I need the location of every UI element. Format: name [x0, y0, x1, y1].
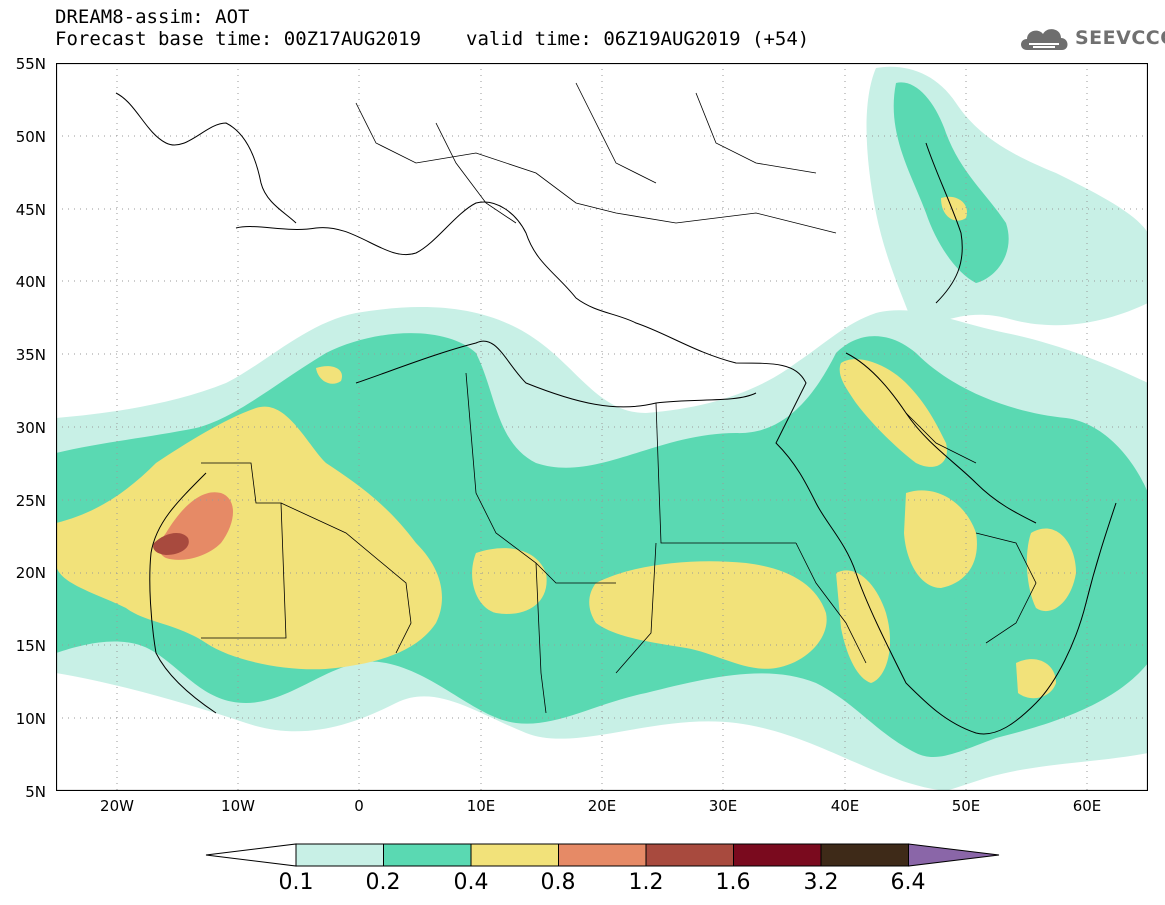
colorbar-cell: [470, 843, 559, 867]
colorbar-over-triangle: [908, 843, 1000, 867]
aot-level-1-2: [153, 532, 189, 555]
lat-label: 30N: [15, 419, 46, 437]
colorbar-under-triangle: [205, 843, 297, 867]
lat-label: 55N: [15, 55, 46, 73]
lat-label: 25N: [15, 492, 46, 510]
lon-label: 10W: [221, 797, 255, 815]
lon-label: 60E: [1072, 797, 1102, 815]
lon-label: 20W: [100, 797, 134, 815]
colorbar-cell: [295, 843, 384, 867]
lon-label: 30E: [708, 797, 738, 815]
colorbar-label: 3.2: [803, 870, 839, 895]
lon-label: 20E: [587, 797, 617, 815]
graticule: [56, 63, 1148, 791]
colorbar-label: 0.8: [540, 870, 576, 895]
colorbar-cell: [820, 843, 909, 867]
colorbar-cell: [733, 843, 822, 867]
lat-label: 45N: [15, 201, 46, 219]
colorbar-cell: [558, 843, 647, 867]
lon-label: 50E: [951, 797, 981, 815]
lon-label: 40E: [830, 797, 860, 815]
colorbar-label: 0.2: [365, 870, 401, 895]
lat-label: 40N: [15, 273, 46, 291]
aot-map: [56, 63, 1148, 791]
cloud-icon: [1021, 29, 1068, 50]
lon-label: 0: [354, 797, 364, 815]
colorbar-label: 1.2: [628, 870, 664, 895]
valid-time: valid time: 06Z19AUG2019 (+54): [466, 28, 810, 50]
coastlines: [115, 92, 1117, 735]
forecast-times: Forecast base time: 00Z17AUG2019 valid ti…: [55, 28, 809, 50]
colorbar-cell: [645, 843, 734, 867]
lat-label: 50N: [15, 128, 46, 146]
lat-label: 10N: [15, 710, 46, 728]
logo-text: SEEVCCC: [1075, 27, 1165, 49]
lat-label: 35N: [15, 346, 46, 364]
country-borders: [201, 82, 1037, 714]
lat-label: 20N: [15, 564, 46, 582]
base-time: Forecast base time: 00Z17AUG2019: [55, 28, 422, 50]
aot-level-0-4: [56, 196, 1076, 699]
colorbar: [205, 843, 1000, 867]
colorbar-cell: [383, 843, 472, 867]
colorbar-label: 0.1: [278, 870, 314, 895]
colorbar-label: 0.4: [453, 870, 489, 895]
lat-label: 15N: [15, 637, 46, 655]
lat-label: 5N: [25, 783, 46, 801]
map-title: DREAM8-assim: AOT: [55, 6, 250, 28]
lon-label: 10E: [466, 797, 496, 815]
seevccc-logo: SEEVCCC: [1017, 20, 1165, 56]
colorbar-label: 1.6: [715, 870, 751, 895]
colorbar-label: 6.4: [890, 870, 926, 895]
